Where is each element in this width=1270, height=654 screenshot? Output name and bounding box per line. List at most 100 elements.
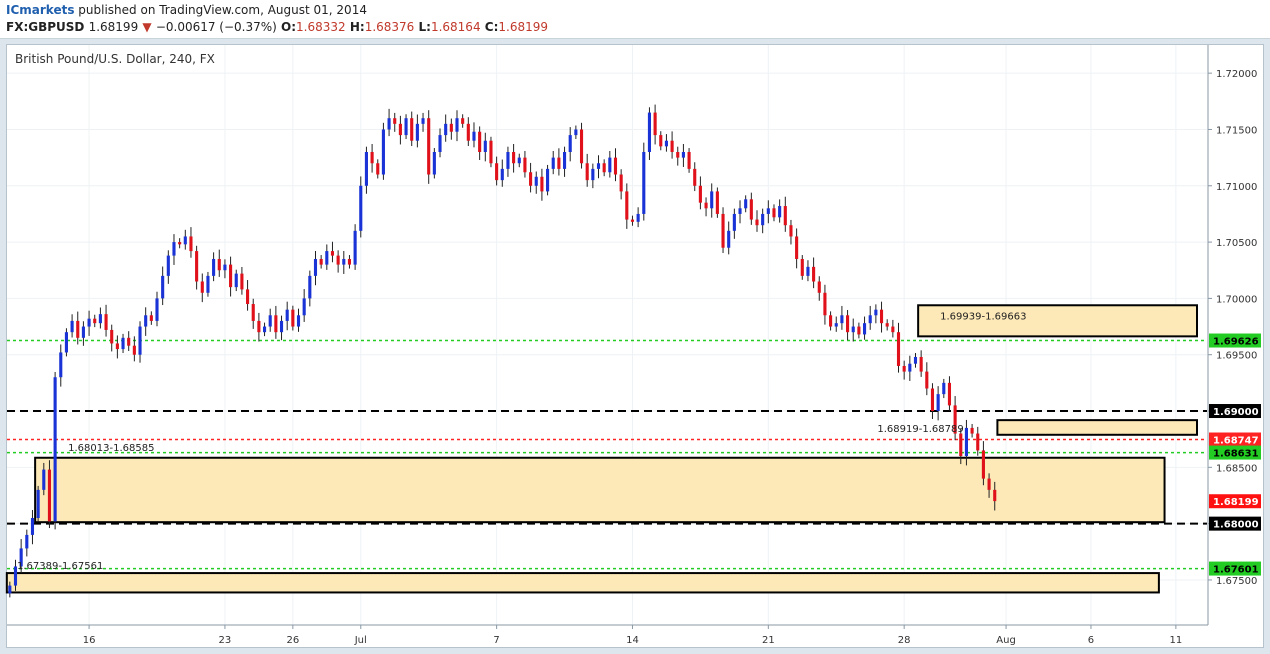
candle-down[interactable] (466, 123, 470, 141)
candle-down[interactable] (246, 289, 250, 305)
candle-down[interactable] (676, 151, 680, 158)
candle-down[interactable] (189, 236, 193, 252)
candle-down[interactable] (461, 118, 465, 124)
candle-down[interactable] (579, 129, 584, 164)
candle-up[interactable] (562, 151, 567, 169)
candle-up[interactable] (415, 123, 419, 141)
candle-down[interactable] (630, 219, 635, 222)
candle-down[interactable] (104, 314, 108, 330)
candle-up[interactable] (342, 258, 346, 265)
candle-up[interactable] (64, 332, 68, 353)
candle-down[interactable] (489, 140, 493, 164)
candle-down[interactable] (772, 208, 776, 218)
candle-up[interactable] (438, 135, 442, 152)
candle-down[interactable] (670, 140, 674, 152)
candle-down[interactable] (953, 405, 957, 434)
candle-up[interactable] (268, 315, 272, 327)
candle-up[interactable] (472, 131, 476, 141)
candle-up[interactable] (710, 191, 714, 209)
candle-up[interactable] (681, 151, 685, 158)
candle-down[interactable] (789, 225, 793, 237)
candle-down[interactable] (721, 213, 725, 248)
candle-down[interactable] (602, 163, 606, 173)
candle-up[interactable] (212, 258, 216, 276)
candle-down[interactable] (970, 427, 974, 434)
candle-up[interactable] (325, 251, 329, 265)
candle-down[interactable] (800, 258, 804, 276)
candle-up[interactable] (506, 151, 510, 169)
candle-up[interactable] (834, 323, 838, 327)
candle-up[interactable] (8, 585, 12, 594)
candle-up[interactable] (444, 123, 448, 136)
candle-up[interactable] (551, 157, 555, 169)
candle-up[interactable] (70, 320, 74, 333)
candle-down[interactable] (925, 371, 929, 389)
candle-down[interactable] (523, 157, 527, 173)
candle-down[interactable] (200, 281, 204, 293)
candle-down[interactable] (110, 329, 114, 344)
candle-up[interactable] (608, 157, 612, 173)
candle-down[interactable] (330, 251, 335, 256)
candle-up[interactable] (138, 326, 142, 355)
candle-down[interactable] (495, 163, 499, 181)
candle-up[interactable] (483, 140, 487, 152)
publisher-name[interactable]: ICmarkets (6, 3, 75, 17)
candle-down[interactable] (993, 489, 997, 502)
candle-up[interactable] (206, 275, 210, 293)
candle-up[interactable] (302, 298, 306, 316)
candle-down[interactable] (478, 131, 482, 152)
candle-down[interactable] (715, 191, 719, 214)
candle-up[interactable] (25, 534, 29, 549)
candle-down[interactable] (891, 326, 895, 333)
candle-up[interactable] (87, 318, 91, 327)
candle-up[interactable] (98, 314, 102, 324)
candle-down[interactable] (540, 176, 544, 192)
candle-up[interactable] (664, 140, 668, 147)
candle-up[interactable] (421, 118, 425, 124)
candle-up[interactable] (296, 315, 301, 327)
candle-up[interactable] (851, 326, 855, 333)
candle-up[interactable] (517, 157, 521, 164)
candle-up[interactable] (59, 352, 63, 378)
candle-up[interactable] (636, 213, 640, 222)
candle-down[interactable] (512, 151, 516, 164)
candle-up[interactable] (161, 275, 165, 299)
candle-down[interactable] (257, 320, 261, 333)
candle-down[interactable] (902, 365, 906, 372)
candle-down[interactable] (885, 323, 889, 327)
candle-down[interactable] (93, 318, 97, 324)
candle-up[interactable] (285, 309, 289, 321)
candle-down[interactable] (217, 258, 221, 271)
candle-down[interactable] (336, 255, 340, 265)
candle-up[interactable] (308, 275, 312, 299)
supply-demand-zone[interactable] (996, 419, 1199, 436)
candle-down[interactable] (896, 332, 901, 366)
candle-up[interactable] (121, 337, 125, 350)
candle-up[interactable] (262, 326, 267, 333)
candle-down[interactable] (240, 273, 244, 290)
candle-up[interactable] (19, 548, 23, 567)
candle-down[interactable] (449, 123, 453, 132)
candle-down[interactable] (857, 326, 861, 335)
supply-demand-zone[interactable] (5, 572, 1160, 594)
candle-down[interactable] (370, 151, 374, 164)
candle-down[interactable] (981, 450, 985, 479)
candle-up[interactable] (404, 118, 408, 136)
candle-down[interactable] (410, 118, 414, 141)
candle-up[interactable] (53, 377, 57, 522)
candle-down[interactable] (687, 151, 691, 169)
candle-up[interactable] (155, 298, 159, 321)
candle-up[interactable] (727, 230, 731, 248)
candle-up[interactable] (36, 489, 40, 519)
candle-down[interactable] (529, 172, 533, 186)
candle-down[interactable] (976, 433, 980, 451)
candle-down[interactable] (812, 266, 816, 282)
candle-up[interactable] (42, 469, 46, 490)
candle-up[interactable] (144, 315, 148, 327)
candle-down[interactable] (930, 388, 935, 412)
candle-up[interactable] (359, 185, 363, 231)
candle-up[interactable] (778, 206, 782, 218)
candle-up[interactable] (353, 230, 357, 265)
candle-down[interactable] (829, 315, 833, 327)
candle-down[interactable] (393, 118, 397, 124)
